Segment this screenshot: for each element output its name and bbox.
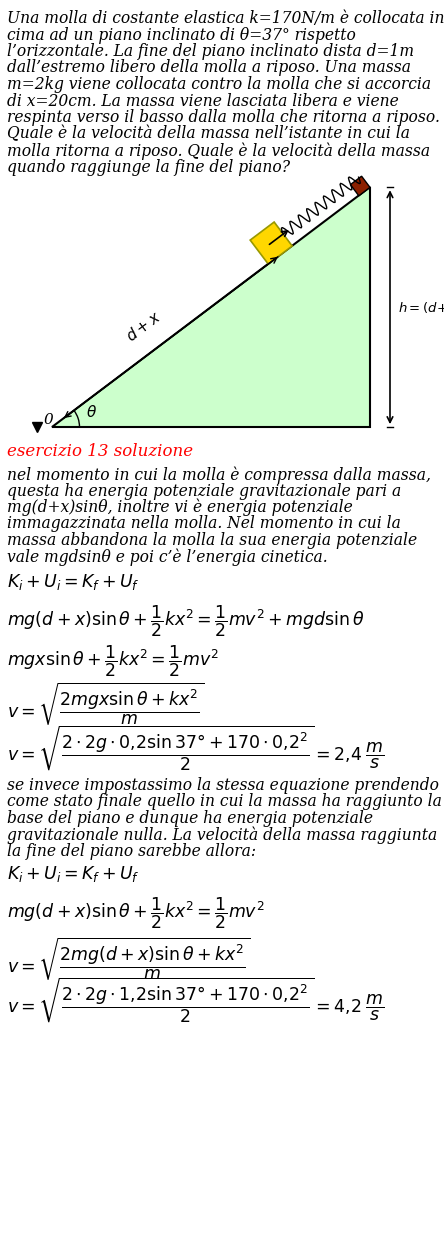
- Text: molla ritorna a riposo. Quale è la velocità della massa: molla ritorna a riposo. Quale è la veloc…: [7, 142, 430, 160]
- Polygon shape: [52, 187, 370, 427]
- Text: di x=20cm. La massa viene lasciata libera e viene: di x=20cm. La massa viene lasciata liber…: [7, 92, 399, 110]
- Text: 0: 0: [44, 413, 54, 427]
- Text: mg(d+x)sinθ, inoltre vi è energia potenziale: mg(d+x)sinθ, inoltre vi è energia potenz…: [7, 499, 353, 517]
- Text: se invece impostassimo la stessa equazione prendendo: se invece impostassimo la stessa equazio…: [7, 778, 439, 794]
- Polygon shape: [350, 176, 370, 196]
- Text: gravitazionale nulla. La velocità della massa raggiunta: gravitazionale nulla. La velocità della …: [7, 826, 437, 844]
- Text: la fine del piano sarebbe allora:: la fine del piano sarebbe allora:: [7, 842, 256, 860]
- Text: $mg(d + x)\sin\theta + \dfrac{1}{2}kx^2 = \dfrac{1}{2}mv^2 + mgd\sin\theta$: $mg(d + x)\sin\theta + \dfrac{1}{2}kx^2 …: [7, 604, 365, 639]
- Text: base del piano e dunque ha energia potenziale: base del piano e dunque ha energia poten…: [7, 810, 373, 827]
- Text: dall’estremo libero della molla a riposo. Una massa: dall’estremo libero della molla a riposo…: [7, 60, 411, 76]
- Text: m=2kg viene collocata contro la molla che si accorcia: m=2kg viene collocata contro la molla ch…: [7, 76, 431, 94]
- Text: $v = \sqrt{\dfrac{2mg(d + x)\sin\theta + kx^2}{m}}$: $v = \sqrt{\dfrac{2mg(d + x)\sin\theta +…: [7, 936, 250, 982]
- Text: $h{=}(d{+}x)\sin\theta$: $h{=}(d{+}x)\sin\theta$: [398, 300, 444, 314]
- Text: questa ha energia potenziale gravitazionale pari a: questa ha energia potenziale gravitazion…: [7, 483, 401, 499]
- Text: l’orizzontale. La fine del piano inclinato dista d=1m: l’orizzontale. La fine del piano inclina…: [7, 42, 414, 60]
- Text: cima ad un piano inclinato di θ=37° rispetto: cima ad un piano inclinato di θ=37° risp…: [7, 26, 356, 44]
- Text: $\theta$: $\theta$: [86, 404, 97, 421]
- Text: immagazzinata nella molla. Nel momento in cui la: immagazzinata nella molla. Nel momento i…: [7, 515, 401, 533]
- Text: respinta verso il basso dalla molla che ritorna a riposo.: respinta verso il basso dalla molla che …: [7, 109, 440, 126]
- Text: $mgx\sin\theta + \dfrac{1}{2}kx^2 = \dfrac{1}{2}mv^2$: $mgx\sin\theta + \dfrac{1}{2}kx^2 = \dfr…: [7, 644, 218, 679]
- Text: $mg(d + x)\sin\theta + \dfrac{1}{2}kx^2 = \dfrac{1}{2}mv^2$: $mg(d + x)\sin\theta + \dfrac{1}{2}kx^2 …: [7, 896, 265, 931]
- Text: $K_i + U_i = K_f + U_f$: $K_i + U_i = K_f + U_f$: [7, 864, 139, 884]
- Text: $v = \sqrt{\dfrac{2 \cdot 2g \cdot 1{,}2\sin 37° + 170 \cdot 0{,}2^2}{2}} = 4{,}: $v = \sqrt{\dfrac{2 \cdot 2g \cdot 1{,}2…: [7, 976, 385, 1025]
- Text: nel momento in cui la molla è compressa dalla massa,: nel momento in cui la molla è compressa …: [7, 466, 431, 483]
- Text: vale mgdsinθ e poi c’è l’energia cinetica.: vale mgdsinθ e poi c’è l’energia cinetic…: [7, 549, 328, 567]
- Text: come stato finale quello in cui la massa ha raggiunto la: come stato finale quello in cui la massa…: [7, 794, 442, 810]
- Text: $d+x$: $d+x$: [123, 308, 164, 344]
- Text: $v = \sqrt{\dfrac{2mgx\sin\theta + kx^2}{m}}$: $v = \sqrt{\dfrac{2mgx\sin\theta + kx^2}…: [7, 680, 204, 726]
- Text: massa abbandona la molla la sua energia potenziale: massa abbandona la molla la sua energia …: [7, 532, 417, 549]
- Text: quando raggiunge la fine del piano?: quando raggiunge la fine del piano?: [7, 158, 290, 176]
- Text: $v = \sqrt{\dfrac{2 \cdot 2g \cdot 0{,}2\sin 37° + 170 \cdot 0{,}2^2}{2}} = 2{,}: $v = \sqrt{\dfrac{2 \cdot 2g \cdot 0{,}2…: [7, 724, 385, 774]
- Text: $K_i + U_i = K_f + U_f$: $K_i + U_i = K_f + U_f$: [7, 572, 139, 592]
- Polygon shape: [250, 222, 292, 265]
- Text: Una molla di costante elastica k=170N/m è collocata in: Una molla di costante elastica k=170N/m …: [7, 10, 444, 27]
- Text: esercizio 13 soluzione: esercizio 13 soluzione: [7, 443, 193, 461]
- Text: Quale è la velocità della massa nell’istante in cui la: Quale è la velocità della massa nell’ist…: [7, 126, 410, 142]
